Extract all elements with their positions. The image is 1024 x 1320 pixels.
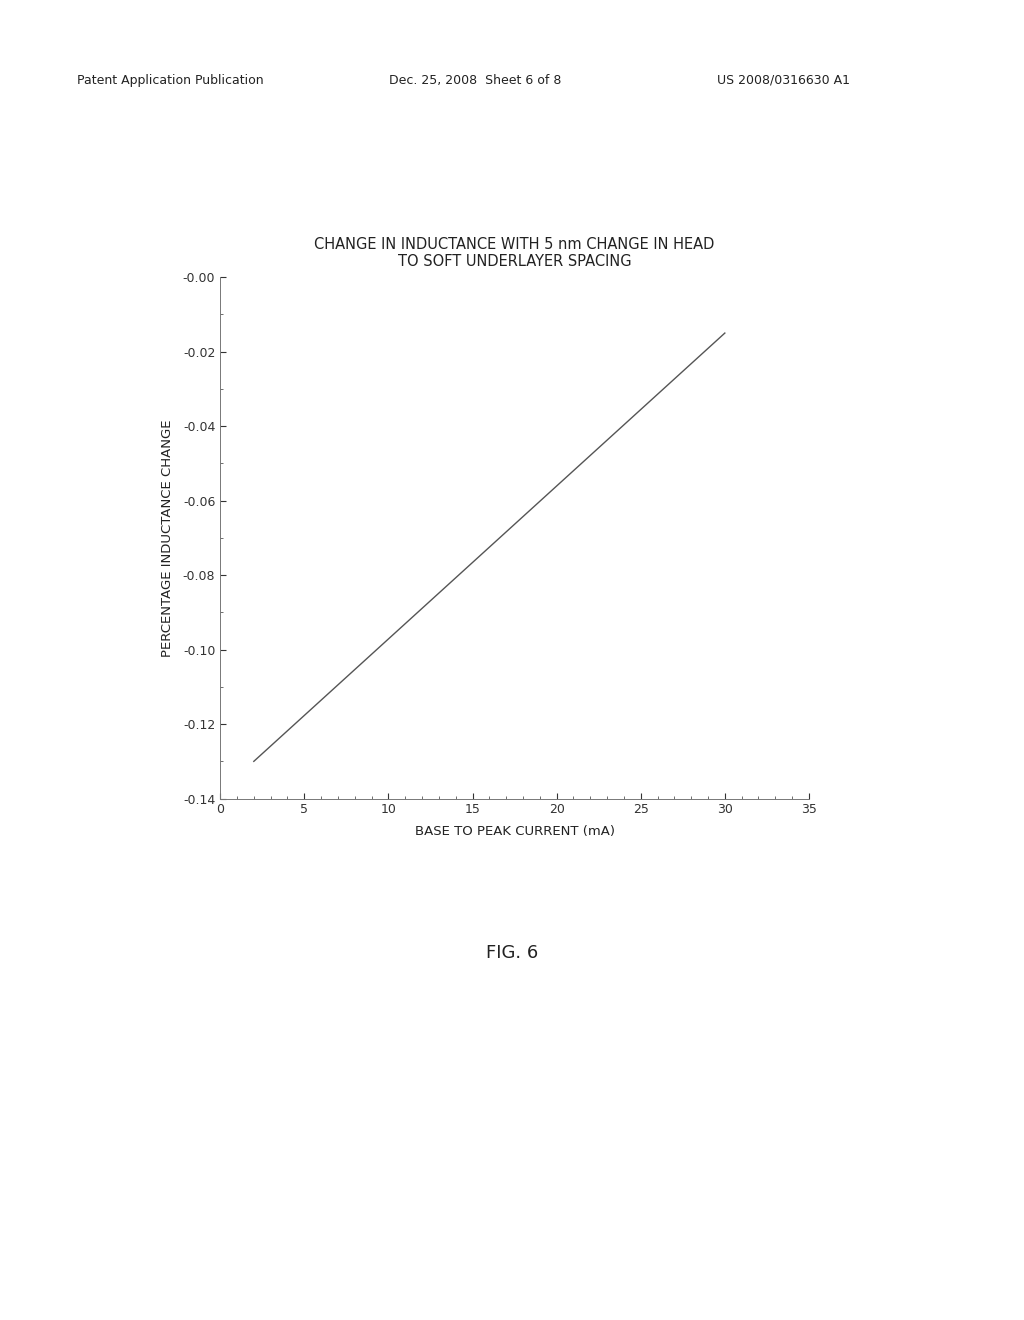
Text: Dec. 25, 2008  Sheet 6 of 8: Dec. 25, 2008 Sheet 6 of 8 xyxy=(389,74,561,87)
Text: US 2008/0316630 A1: US 2008/0316630 A1 xyxy=(717,74,850,87)
Title: CHANGE IN INDUCTANCE WITH 5 nm CHANGE IN HEAD
TO SOFT UNDERLAYER SPACING: CHANGE IN INDUCTANCE WITH 5 nm CHANGE IN… xyxy=(314,236,715,269)
X-axis label: BASE TO PEAK CURRENT (mA): BASE TO PEAK CURRENT (mA) xyxy=(415,825,614,838)
Y-axis label: PERCENTAGE INDUCTANCE CHANGE: PERCENTAGE INDUCTANCE CHANGE xyxy=(162,420,174,656)
Text: Patent Application Publication: Patent Application Publication xyxy=(77,74,263,87)
Text: FIG. 6: FIG. 6 xyxy=(485,944,539,962)
